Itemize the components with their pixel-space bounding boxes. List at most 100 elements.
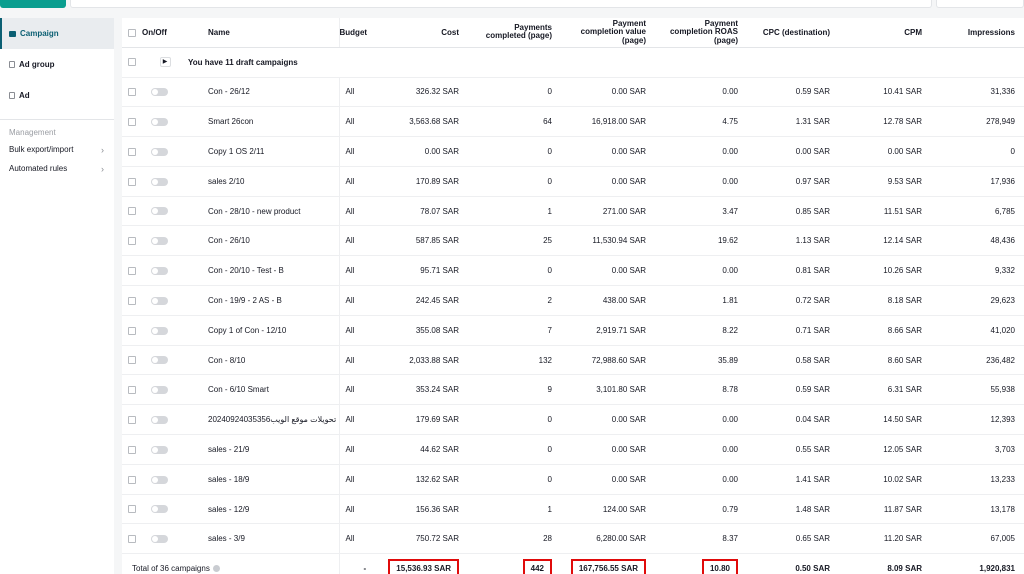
campaign-name[interactable]: Smart 26con bbox=[188, 106, 339, 138]
select-all-checkbox[interactable] bbox=[128, 28, 136, 37]
table-row[interactable]: Copy 1 of Con - 12/10 All 355.08 SAR 7 2,919… bbox=[122, 315, 1024, 346]
campaign-name[interactable]: تحويلات موقع الويب20240924035356 bbox=[188, 404, 339, 436]
table-row[interactable]: Con - 19/9 - 2 AS - B All 242.45 SAR 2 438.0… bbox=[122, 285, 1024, 316]
row-checkbox[interactable] bbox=[128, 267, 136, 276]
campaign-name[interactable]: Con - 26/12 bbox=[188, 77, 339, 108]
campaign-payment-value: 124.00 SAR bbox=[561, 494, 655, 525]
sidebar-item-campaign[interactable]: Campaign bbox=[0, 18, 114, 49]
search-input[interactable] bbox=[70, 0, 932, 8]
status-toggle[interactable] bbox=[151, 147, 168, 156]
campaign-roas: 1.81 bbox=[655, 285, 747, 316]
expand-arrow-icon[interactable]: ▶ bbox=[159, 57, 171, 67]
campaign-cost: 0.00 SAR bbox=[371, 136, 468, 167]
campaign-name[interactable]: Copy 1 OS 2/11 bbox=[188, 136, 339, 167]
campaign-name[interactable]: Copy 1 of Con - 12/10 bbox=[188, 315, 339, 346]
status-toggle[interactable] bbox=[151, 356, 168, 365]
campaign-payments: 64 bbox=[468, 106, 561, 138]
row-checkbox[interactable] bbox=[128, 58, 136, 67]
top-right-control[interactable] bbox=[936, 0, 1024, 8]
campaign-name[interactable]: Con - 28/10 - new product bbox=[188, 196, 339, 227]
column-header-cpm[interactable]: CPM bbox=[839, 18, 931, 48]
campaign-name[interactable]: sales - 18/9 bbox=[188, 464, 339, 495]
campaign-payments: 25 bbox=[468, 225, 561, 257]
status-toggle[interactable] bbox=[151, 386, 168, 395]
status-toggle[interactable] bbox=[151, 505, 168, 514]
status-toggle[interactable] bbox=[151, 267, 168, 276]
table-row[interactable]: Con - 6/10 Smart All 353.24 SAR 9 3,101.80 S… bbox=[122, 374, 1024, 406]
table-row[interactable]: sales 2/10 All 170.89 SAR 0 0.00 SAR 0.00 0.97… bbox=[122, 166, 1024, 197]
campaign-name[interactable]: sales - 21/9 bbox=[188, 434, 339, 465]
row-checkbox[interactable] bbox=[128, 505, 136, 514]
status-toggle[interactable] bbox=[151, 445, 168, 454]
table-row[interactable]: sales - 12/9 All 156.36 SAR 1 124.00 SAR 0.79… bbox=[122, 494, 1024, 525]
draft-campaigns-row[interactable]: ▶ You have 11 draft campaigns bbox=[122, 47, 1024, 78]
column-header-budget[interactable]: Budget bbox=[338, 18, 371, 48]
column-header-impressions[interactable]: Impressions bbox=[931, 18, 1024, 48]
status-toggle[interactable] bbox=[151, 177, 168, 186]
status-toggle[interactable] bbox=[151, 416, 168, 425]
sidebar-item-label: Ad group bbox=[19, 60, 55, 69]
create-button[interactable] bbox=[0, 0, 66, 8]
table-row[interactable]: Con - 8/10 All 2,033.88 SAR 132 72,988.60 SA… bbox=[122, 345, 1024, 376]
row-checkbox[interactable] bbox=[128, 326, 136, 335]
status-toggle[interactable] bbox=[151, 207, 168, 216]
status-toggle[interactable] bbox=[151, 118, 168, 127]
row-checkbox[interactable] bbox=[128, 177, 136, 186]
row-checkbox[interactable] bbox=[128, 118, 136, 127]
status-toggle[interactable] bbox=[151, 237, 168, 246]
column-header-name[interactable]: Name bbox=[188, 18, 339, 48]
row-checkbox[interactable] bbox=[128, 88, 136, 97]
table-row[interactable]: تحويلات موقع الويب20240924035356 All 179.6… bbox=[122, 404, 1024, 436]
campaign-name[interactable]: Con - 20/10 - Test - B bbox=[188, 255, 339, 287]
campaign-name[interactable]: sales 2/10 bbox=[188, 166, 339, 197]
table-row[interactable]: sales - 21/9 All 44.62 SAR 0 0.00 SAR 0.00 0.5… bbox=[122, 434, 1024, 465]
status-toggle[interactable] bbox=[151, 535, 168, 544]
status-toggle[interactable] bbox=[151, 88, 168, 97]
campaign-name[interactable]: Con - 19/9 - 2 AS - B bbox=[188, 285, 339, 316]
row-checkbox[interactable] bbox=[128, 535, 136, 544]
campaign-budget: All bbox=[338, 374, 371, 406]
row-checkbox[interactable] bbox=[128, 296, 136, 305]
status-toggle[interactable] bbox=[151, 326, 168, 335]
table-row[interactable]: Smart 26con All 3,563.68 SAR 64 16,918.00 SA… bbox=[122, 106, 1024, 138]
column-header-payments-completed[interactable]: Payments completed (page) bbox=[468, 18, 561, 48]
table-row[interactable]: Copy 1 OS 2/11 All 0.00 SAR 0 0.00 SAR 0.00 0.… bbox=[122, 136, 1024, 167]
column-header-payment-roas[interactable]: Payment completion ROAS (page) bbox=[655, 18, 747, 48]
row-checkbox[interactable] bbox=[128, 147, 136, 156]
table-row[interactable]: Con - 26/12 All 326.32 SAR 0 0.00 SAR 0.00 0.5… bbox=[122, 77, 1024, 108]
campaign-impressions: 13,233 bbox=[931, 464, 1024, 495]
campaign-name[interactable]: Con - 26/10 bbox=[188, 225, 339, 257]
table-row[interactable]: sales - 3/9 All 750.72 SAR 28 6,280.00 SAR 8.… bbox=[122, 523, 1024, 555]
column-header-onoff[interactable]: On/Off bbox=[142, 18, 188, 48]
table-row[interactable]: Con - 28/10 - new product All 78.07 SAR 1 27… bbox=[122, 196, 1024, 227]
sidebar-item-ad[interactable]: Ad bbox=[0, 80, 114, 111]
campaign-name[interactable]: sales - 12/9 bbox=[188, 494, 339, 525]
sidebar-item-automated-rules[interactable]: Automated rules › bbox=[0, 159, 114, 178]
row-checkbox[interactable] bbox=[128, 356, 136, 365]
campaign-name[interactable]: Con - 8/10 bbox=[188, 345, 339, 376]
column-header-cost[interactable]: Cost bbox=[371, 18, 468, 48]
header-line: Payments bbox=[514, 22, 552, 32]
total-cpc: 0.50 SAR bbox=[747, 553, 839, 574]
info-icon[interactable] bbox=[212, 565, 220, 573]
table-row[interactable]: Con - 26/10 All 587.85 SAR 25 11,530.94 SAR 1… bbox=[122, 225, 1024, 257]
sidebar-item-bulk-export[interactable]: Bulk export/import › bbox=[0, 140, 114, 159]
row-select-cell bbox=[122, 523, 142, 555]
row-checkbox[interactable] bbox=[128, 416, 136, 425]
campaign-name[interactable]: Con - 6/10 Smart bbox=[188, 374, 339, 406]
row-checkbox[interactable] bbox=[128, 386, 136, 395]
status-toggle[interactable] bbox=[151, 296, 168, 305]
row-checkbox[interactable] bbox=[128, 237, 136, 246]
status-toggle[interactable] bbox=[151, 475, 168, 484]
row-checkbox[interactable] bbox=[128, 475, 136, 484]
table-row[interactable]: sales - 18/9 All 132.62 SAR 0 0.00 SAR 0.00 1.… bbox=[122, 464, 1024, 495]
sidebar-item-ad-group[interactable]: Ad group bbox=[0, 49, 114, 80]
column-header-payment-value[interactable]: Payment completion value (page) bbox=[561, 18, 655, 48]
row-checkbox[interactable] bbox=[128, 445, 136, 454]
column-header-cpc[interactable]: CPC (destination) bbox=[747, 18, 839, 48]
campaign-cpc: 0.55 SAR bbox=[747, 434, 839, 465]
campaign-name[interactable]: sales - 3/9 bbox=[188, 523, 339, 555]
table-row[interactable]: Con - 20/10 - Test - B All 95.71 SAR 0 0.00 … bbox=[122, 255, 1024, 287]
row-checkbox[interactable] bbox=[128, 207, 136, 216]
campaign-cpc: 0.71 SAR bbox=[747, 315, 839, 346]
